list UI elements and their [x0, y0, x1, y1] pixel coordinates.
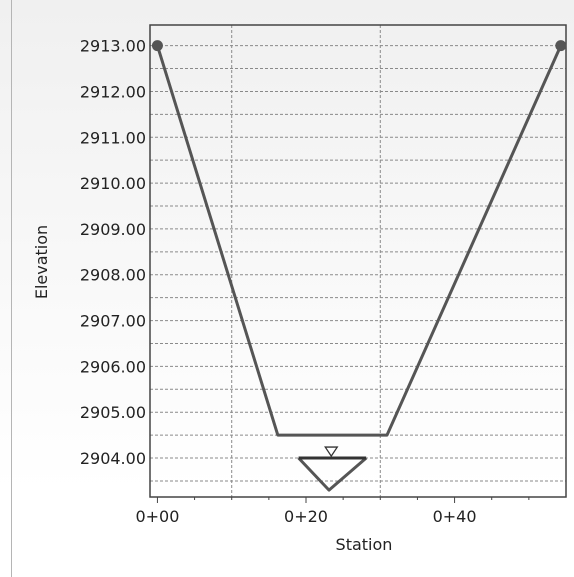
y-tick-label: 2912.00	[80, 82, 146, 101]
x-axis-title: Station	[336, 535, 393, 554]
label-layer: 0+00 0+20 0+40 2913.00 2912.00 2911.00 2910.00…	[80, 37, 477, 526]
endpoint-marker	[555, 40, 567, 52]
panel-bottom-area	[12, 560, 574, 577]
y-tick-label: 2909.00	[80, 220, 146, 239]
y-tick-label: 2905.00	[80, 403, 146, 422]
y-tick-label: 2908.00	[80, 266, 146, 285]
tick-layer	[156, 497, 530, 503]
y-tick-label: 2907.00	[80, 312, 146, 331]
x-tick-label: 0+20	[284, 507, 328, 526]
channel-bottom-line	[297, 456, 368, 492]
plot-area-frame	[149, 24, 567, 498]
y-tick-label: 2904.00	[80, 449, 146, 468]
grid-layer	[150, 25, 566, 497]
y-tick-label: 2906.00	[80, 357, 146, 376]
series-layer	[151, 40, 567, 492]
y-tick-label: 2913.00	[80, 37, 146, 56]
panel-left-border	[11, 0, 12, 577]
y-axis-title: Elevation	[32, 225, 51, 299]
y-tick-label: 2910.00	[80, 174, 146, 193]
water-surface-marker	[324, 446, 339, 458]
x-tick-label: 0+00	[135, 507, 179, 526]
ground-profile-line	[155, 44, 563, 437]
x-tick-label: 0+40	[433, 507, 477, 526]
endpoint-marker	[151, 40, 163, 52]
y-tick-label: 2911.00	[80, 128, 146, 147]
